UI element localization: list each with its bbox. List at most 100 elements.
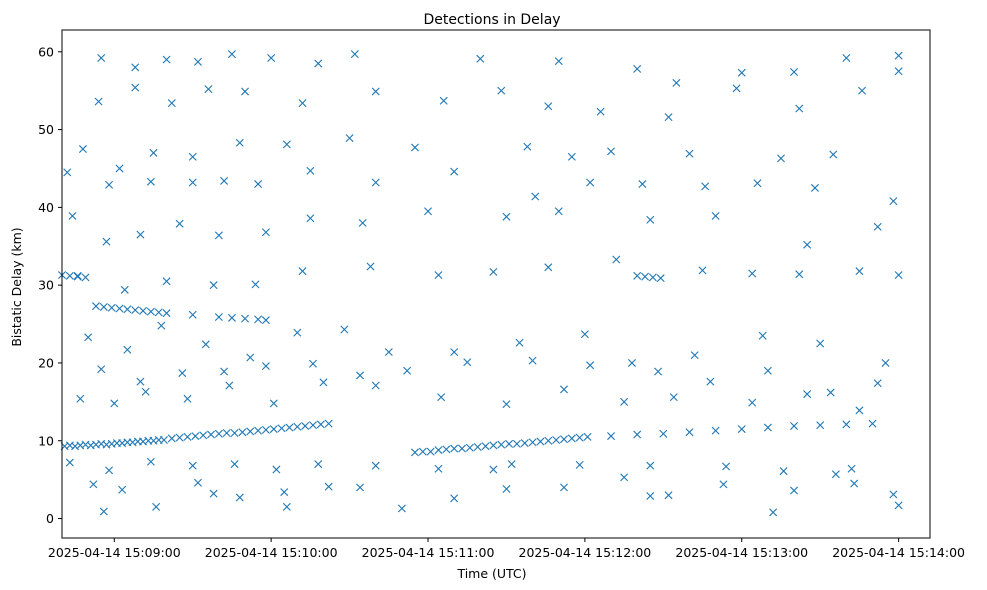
data-point [855, 406, 864, 415]
data-point [810, 183, 819, 192]
data-point [559, 483, 568, 492]
data-point [515, 338, 524, 347]
data-point [873, 222, 882, 231]
data-point [193, 57, 202, 66]
data-point [434, 464, 443, 473]
data-point [188, 461, 197, 470]
data-point [162, 309, 171, 318]
data-point [241, 87, 250, 96]
data-point [136, 377, 145, 386]
data-point [298, 267, 307, 276]
data-point [301, 421, 310, 430]
data-point [235, 138, 244, 147]
data-point [314, 59, 323, 68]
data-point [220, 367, 229, 376]
data-point [737, 425, 746, 434]
data-point [175, 219, 184, 228]
data-point [183, 394, 192, 403]
data-point [656, 274, 665, 283]
data-point [225, 381, 234, 390]
data-point [107, 303, 116, 312]
data-point [758, 331, 767, 340]
data-point [737, 68, 746, 77]
data-point [356, 371, 365, 380]
data-point [209, 281, 218, 290]
data-point [227, 313, 236, 322]
data-point [442, 445, 451, 454]
data-point [450, 348, 459, 357]
data-point [873, 379, 882, 388]
data-point [235, 493, 244, 502]
data-point [790, 68, 799, 76]
data-point [489, 441, 498, 450]
data-point [73, 271, 82, 280]
data-point [790, 486, 799, 495]
data-point [701, 182, 710, 191]
data-point [544, 436, 553, 445]
data-point [437, 393, 446, 402]
data-point [97, 365, 106, 374]
data-point [586, 178, 595, 187]
data-point [612, 255, 621, 264]
data-point [583, 432, 592, 441]
data-point [193, 478, 202, 487]
data-point [711, 426, 720, 435]
data-point [222, 428, 231, 437]
data-point [627, 358, 636, 367]
data-point [251, 280, 260, 289]
data-point [306, 166, 315, 175]
data-point [152, 502, 161, 511]
data-point [76, 394, 85, 403]
data-point [68, 211, 77, 220]
x-ticks: 2025-04-14 15:09:00 2025-04-14 15:10:00 20… [48, 538, 965, 560]
data-point [123, 305, 132, 314]
data-point [831, 470, 840, 479]
data-point [648, 273, 657, 282]
data-point [544, 263, 553, 272]
data-point [531, 192, 540, 201]
data-point [855, 267, 864, 276]
data-point [620, 473, 629, 482]
data-point [607, 147, 616, 156]
data-point [350, 50, 359, 59]
data-point [220, 176, 229, 185]
data-point [410, 143, 419, 152]
points-layer [58, 50, 903, 517]
data-point [672, 78, 681, 87]
y-tick-label: 0 [46, 511, 54, 526]
data-point [246, 427, 255, 436]
data-point [241, 314, 250, 323]
data-point [497, 440, 506, 449]
data-point [795, 270, 804, 279]
data-point [816, 421, 825, 430]
data-point [246, 353, 255, 362]
axes-frame [61, 29, 931, 539]
data-point [523, 142, 532, 151]
data-point [816, 339, 825, 348]
data-point [711, 211, 720, 220]
plot-area [58, 29, 931, 539]
data-point [308, 359, 317, 368]
data-point [868, 419, 877, 428]
data-point [826, 388, 835, 397]
data-point [633, 64, 642, 73]
data-point [719, 480, 728, 489]
data-point [314, 460, 323, 469]
data-point [473, 442, 482, 451]
data-point [131, 63, 140, 72]
data-point [544, 102, 553, 111]
data-point [633, 271, 642, 280]
data-point [554, 57, 563, 66]
data-point [418, 447, 427, 456]
data-point [567, 152, 576, 161]
data-point [384, 348, 393, 357]
data-point [146, 177, 155, 186]
data-point [659, 429, 668, 438]
data-point [371, 87, 380, 96]
data-point [434, 271, 443, 280]
data-point [664, 113, 673, 122]
data-point [559, 385, 568, 394]
data-point [99, 507, 108, 516]
data-point [507, 460, 516, 469]
data-point [790, 421, 799, 430]
